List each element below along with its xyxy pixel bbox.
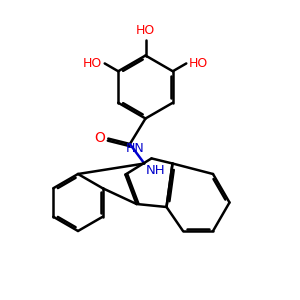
Text: HO: HO [189,57,208,70]
Text: HN: HN [126,142,145,155]
Text: HO: HO [136,24,155,37]
Text: O: O [94,131,105,145]
Text: NH: NH [146,164,166,177]
Text: HO: HO [83,57,102,70]
